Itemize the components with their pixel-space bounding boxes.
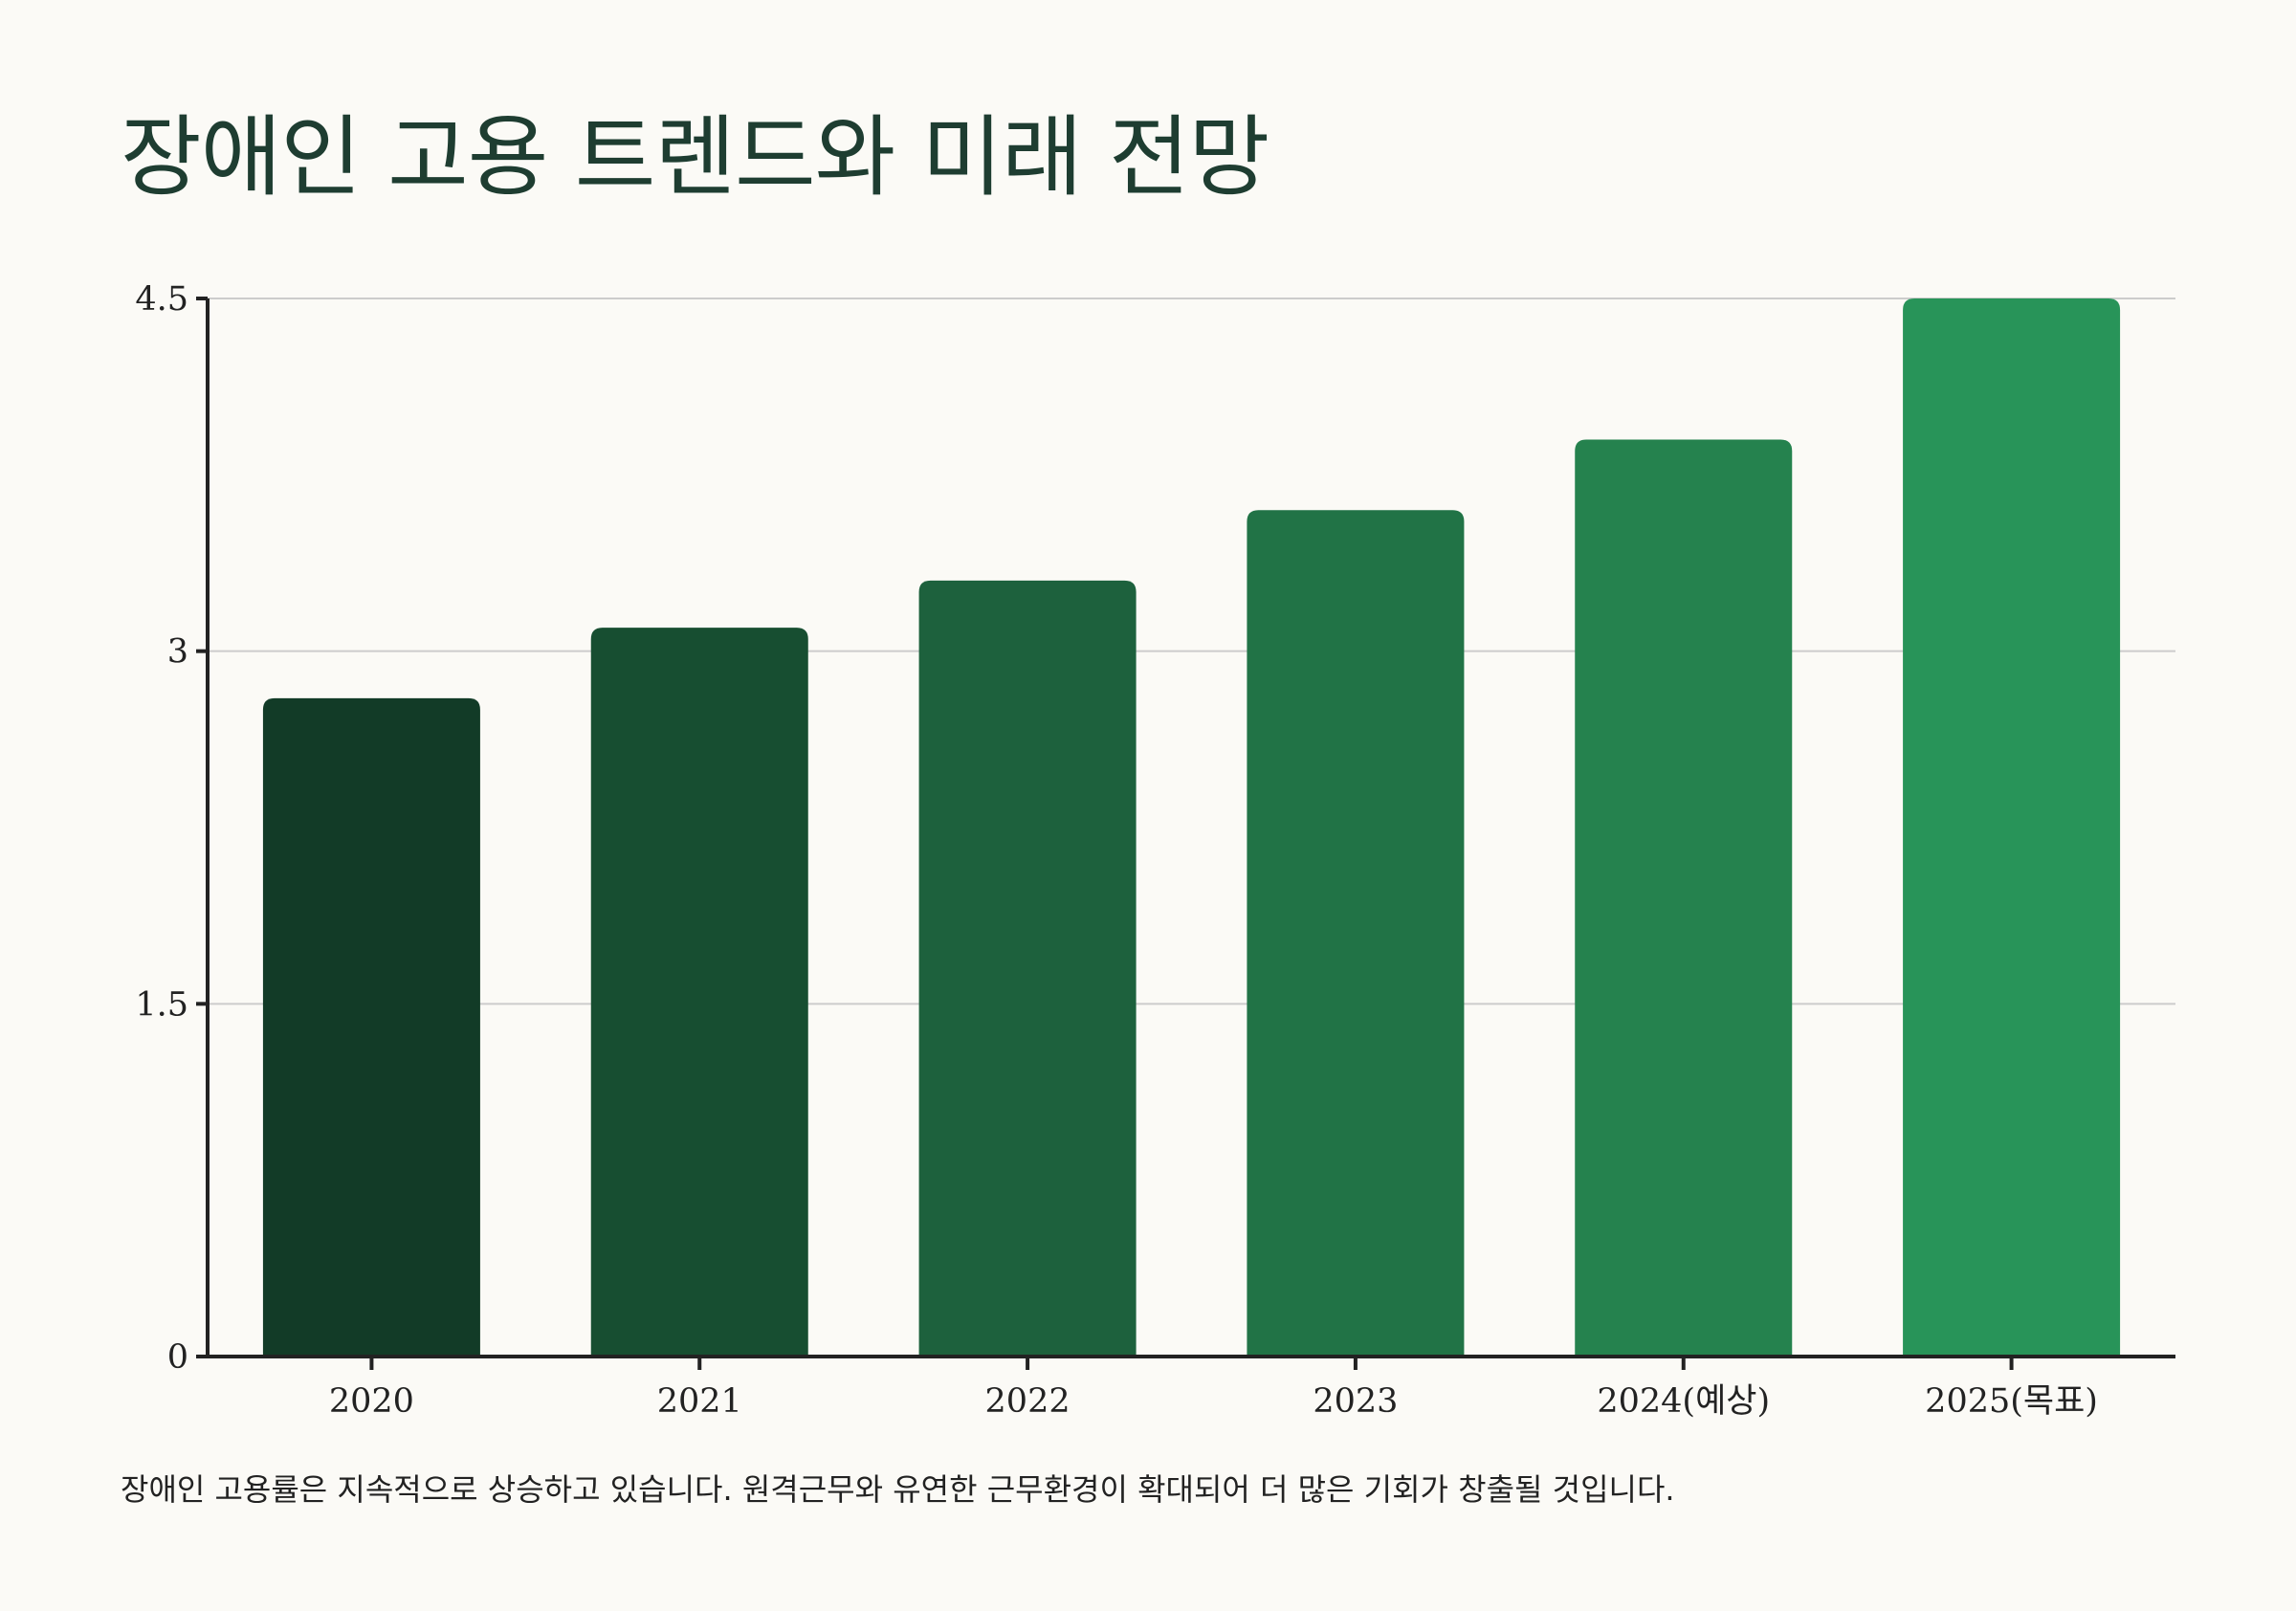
x-axis-ticks: 2020 2021 2022 2023 2024(예상) 2025(목표) — [329, 1357, 2098, 1421]
y-tick-label: 4.5 — [135, 280, 188, 319]
axes — [206, 298, 2175, 1358]
bar-2025(목표) — [1903, 298, 2121, 1357]
bar-2024(예상) — [1575, 439, 1793, 1357]
y-tick-label: 1.5 — [135, 985, 188, 1024]
x-tick-label: 2022 — [985, 1382, 1071, 1421]
bar-2020 — [262, 697, 480, 1357]
x-tick-label: 2020 — [329, 1382, 414, 1421]
x-tick-label: 2024(예상) — [1597, 1382, 1770, 1421]
bar-2021 — [590, 628, 808, 1357]
chart-title: 장애인 고용 트렌드와 미래 전망 — [121, 106, 1269, 209]
bar-2022 — [918, 580, 1137, 1357]
bars — [262, 298, 2121, 1357]
y-tick-label: 0 — [167, 1338, 188, 1377]
x-tick-label: 2025(목표) — [1925, 1382, 2098, 1421]
chart-caption: 장애인 고용률은 지속적으로 상승하고 있습니다. 원격근무와 유연한 근무환경… — [121, 1471, 1675, 1508]
gridlines — [208, 298, 2175, 1005]
x-tick-label: 2021 — [657, 1382, 742, 1421]
bar-2023 — [1247, 510, 1465, 1357]
y-tick-label: 3 — [167, 633, 188, 672]
y-axis-ticks: 0 1.5 3 4.5 — [135, 280, 208, 1377]
x-tick-label: 2023 — [1313, 1382, 1398, 1421]
